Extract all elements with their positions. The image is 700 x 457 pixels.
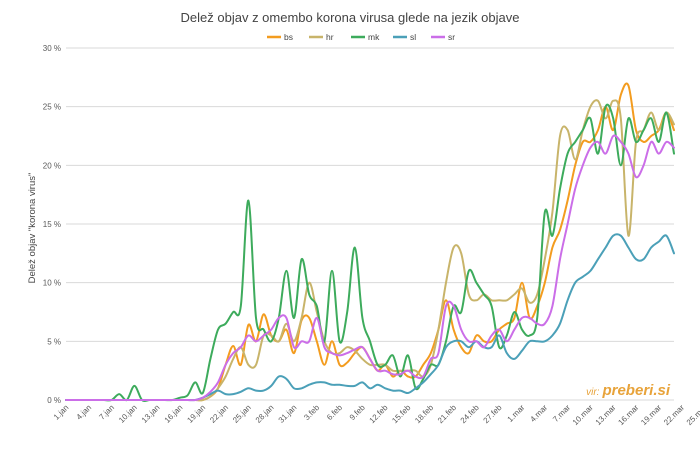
x-tick-label: 28.jan xyxy=(254,403,276,425)
series-line-mk xyxy=(65,103,675,403)
legend: bs hr mk sl sr xyxy=(267,32,455,42)
x-tick-label: 25.jan xyxy=(231,403,253,425)
x-tick-label: 1.mar xyxy=(506,403,527,424)
x-tick-label: 19.mar xyxy=(639,403,663,427)
y-axis-title: Delež objav "korona virus" xyxy=(27,173,38,284)
y-tick-label: 5 % xyxy=(47,337,61,346)
watermark-brand: preberi.si xyxy=(601,382,670,399)
x-tick-label: 10.jan xyxy=(117,403,139,425)
x-tick-label: 7.jan xyxy=(97,403,116,422)
chart-title: Delež objav z omembo korona virusa glede… xyxy=(181,10,520,25)
x-tick-label: 12.feb xyxy=(368,403,390,425)
x-tick-label: 4.mar xyxy=(528,403,549,424)
y-tick-label: 0 % xyxy=(47,396,61,405)
x-tick-label: 15.feb xyxy=(390,403,412,425)
x-tick-label: 27.feb xyxy=(482,403,504,425)
x-tick-label: 24.feb xyxy=(459,403,481,425)
x-axis-ticks: 1.jan 4.jan 7.jan 10.jan 13.jan 16.jan 19.jan 2… xyxy=(52,403,700,427)
x-tick-label: 13.mar xyxy=(594,403,618,427)
x-tick-label: 16.jan xyxy=(163,403,185,425)
series-line-sr xyxy=(65,134,675,402)
series-lines xyxy=(65,82,675,403)
x-tick-label: 9.feb xyxy=(348,403,367,422)
watermark: vir: preberi.si xyxy=(586,382,671,399)
x-tick-label: 7.mar xyxy=(551,403,572,424)
x-tick-label: 18.feb xyxy=(413,403,435,425)
x-tick-label: 4.jan xyxy=(75,403,94,422)
x-tick-label: 16.mar xyxy=(616,403,640,427)
legend-label-bs: bs xyxy=(284,32,293,42)
x-tick-label: 22.mar xyxy=(662,403,686,427)
gridlines xyxy=(66,47,674,401)
x-tick-label: 19.jan xyxy=(185,403,207,425)
y-tick-label: 25 % xyxy=(43,103,61,112)
series-line-hr xyxy=(65,99,675,402)
legend-label-hr: hr xyxy=(326,32,334,42)
legend-label-mk: mk xyxy=(368,32,380,42)
x-tick-label: 25.mar xyxy=(685,403,700,427)
watermark-prefix: vir: xyxy=(586,387,600,398)
legend-label-sl: sl xyxy=(410,32,416,42)
x-tick-label: 1.jan xyxy=(52,403,71,422)
x-tick-label: 3.feb xyxy=(302,403,321,422)
x-tick-label: 31.jan xyxy=(277,403,299,425)
x-tick-label: 22.jan xyxy=(208,403,230,425)
series-line-sl xyxy=(65,233,675,402)
y-tick-label: 15 % xyxy=(43,220,61,229)
x-tick-label: 6.feb xyxy=(325,403,344,422)
y-axis-ticks: 0 % 5 % 10 % 15 % 20 % 25 % 30 % xyxy=(43,44,61,405)
x-tick-label: 13.jan xyxy=(140,403,162,425)
y-tick-label: 10 % xyxy=(43,279,61,288)
x-tick-label: 21.feb xyxy=(436,403,458,425)
y-tick-label: 30 % xyxy=(43,44,61,53)
legend-label-sr: sr xyxy=(448,32,455,42)
y-tick-label: 20 % xyxy=(43,161,61,170)
x-tick-label: 10.mar xyxy=(571,403,595,427)
